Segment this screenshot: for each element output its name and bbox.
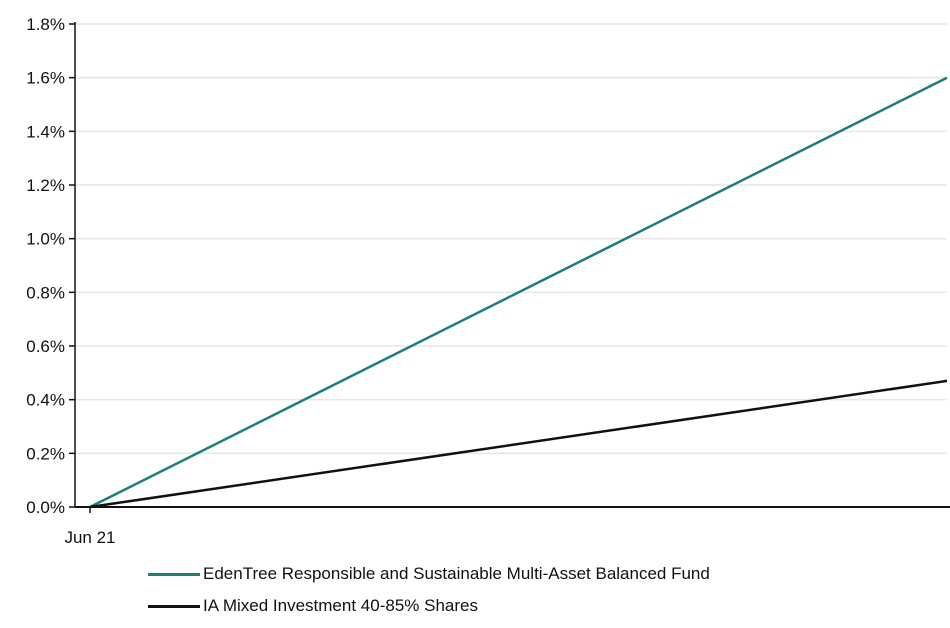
series-line-1	[89, 379, 948, 509]
y-tick-label: 1.6%	[26, 69, 65, 88]
y-tick-label: 1.8%	[26, 15, 65, 34]
y-tick-label: 0.8%	[26, 283, 65, 302]
y-tick-label: 1.4%	[26, 122, 65, 141]
legend-swatch-sector	[148, 604, 200, 608]
legend: EdenTree Responsible and Sustainable Mul…	[148, 564, 710, 628]
legend-label-sector: IA Mixed Investment 40-85% Shares	[203, 596, 478, 615]
legend-item-sector: IA Mixed Investment 40-85% Shares	[148, 596, 710, 616]
y-tick-label: 0.4%	[26, 391, 65, 410]
legend-swatch-fund	[148, 572, 200, 576]
y-tick-label: 1.2%	[26, 176, 65, 195]
y-tick-label: 0.6%	[26, 337, 65, 356]
series-line-0	[89, 76, 948, 509]
legend-item-fund: EdenTree Responsible and Sustainable Mul…	[148, 564, 710, 584]
x-tick-label: Jun 21	[64, 528, 115, 547]
y-tick-label: 0.0%	[26, 498, 65, 517]
y-tick-label: 0.2%	[26, 444, 65, 463]
y-tick-label: 1.0%	[26, 230, 65, 249]
legend-label-fund: EdenTree Responsible and Sustainable Mul…	[203, 564, 710, 583]
